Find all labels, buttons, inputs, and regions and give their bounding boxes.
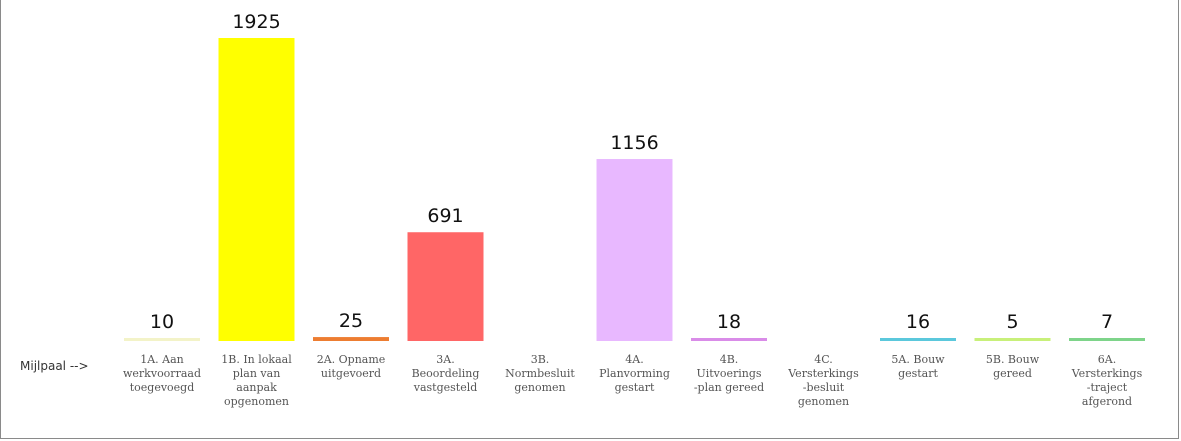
tick-label-line: -besluit [803, 381, 845, 394]
axis-prefix-label: Mijlpaal --> [20, 359, 89, 373]
tick-label-line: 1B. In lokaal [221, 353, 292, 366]
value-label-2: 25 [339, 310, 363, 332]
tick-label-9: 5B. Bouw gereed [986, 353, 1040, 380]
value-label-8: 16 [906, 311, 930, 333]
bar-9 [974, 338, 1051, 341]
tick-label-line: uitgevoerd [321, 367, 381, 380]
tick-label-line: afgerond [1082, 395, 1132, 408]
tick-label-10: 6A. Versterkings -traject afgerond [1071, 353, 1143, 408]
bar-0 [124, 338, 200, 341]
value-label-6: 18 [717, 311, 741, 333]
tick-label-7: 4C. Versterkings -besluit genomen [787, 353, 859, 408]
value-label-3: 691 [427, 205, 463, 227]
value-label-5: 1156 [610, 132, 658, 154]
tick-label-line: 2A. Opname [317, 353, 386, 366]
tick-label-4: 3B. Normbesluit genomen [505, 353, 575, 394]
tick-label-line: 1A. Aan [140, 353, 184, 366]
tick-label-0: 1A. Aan werkvoorraad toegevoegd [123, 353, 201, 394]
tick-label-line: gestart [615, 381, 655, 394]
tick-label-1: 1B. In lokaal plan van aanpak opgenomen [221, 353, 292, 408]
tick-label-line: opgenomen [224, 395, 289, 408]
tick-label-6: 4B. Uitvoerings -plan gereed [694, 353, 764, 394]
tick-label-line: Beoordeling [412, 367, 480, 380]
tick-label-line: 6A. [1098, 353, 1116, 366]
tick-label-line: aanpak [236, 381, 277, 394]
tick-label-line: plan van [233, 367, 281, 380]
tick-label-line: Versterkings [1071, 367, 1143, 380]
tick-label-line: genomen [514, 381, 565, 394]
value-label-0: 10 [150, 311, 174, 333]
tick-label-line: 4B. [720, 353, 739, 366]
value-label-1: 1925 [232, 11, 280, 33]
tick-label-8: 5A. Bouw gestart [891, 353, 945, 380]
tick-label-line: Normbesluit [505, 367, 575, 380]
tick-label-line: Planvorming [599, 367, 670, 380]
bar-8 [880, 338, 956, 341]
tick-label-line: 5A. Bouw [891, 353, 945, 366]
value-label-10: 7 [1101, 311, 1113, 333]
tick-label-line: -traject [1087, 381, 1128, 394]
tick-label-line: 3A. [436, 353, 454, 366]
tick-label-3: 3A. Beoordeling vastgesteld [412, 353, 480, 394]
bar-5 [596, 159, 673, 341]
tick-label-line: werkvoorraad [123, 367, 201, 380]
tick-label-line: 5B. Bouw [986, 353, 1040, 366]
bars-group [124, 38, 1145, 341]
tick-label-line: toegevoegd [130, 381, 195, 394]
tick-label-line: 3B. [531, 353, 550, 366]
bar-2 [313, 337, 389, 341]
tick-label-line: -plan gereed [694, 381, 764, 394]
value-label-9: 5 [1006, 311, 1018, 333]
bar-3 [407, 232, 484, 341]
tick-labels-group: 1A. Aan werkvoorraad toegevoegd 1B. In loka… [123, 353, 1143, 408]
tick-label-2: 2A. Opname uitgevoerd [317, 353, 386, 380]
bar-1 [218, 38, 295, 341]
tick-label-line: Uitvoerings [696, 367, 761, 380]
bar-6 [691, 338, 767, 341]
value-labels-group: 10 1925 25 691 1156 18 16 5 7 [150, 11, 1113, 333]
tick-label-line: Versterkings [787, 367, 859, 380]
tick-label-line: 4A. [625, 353, 643, 366]
tick-label-line: gereed [993, 367, 1032, 380]
tick-label-5: 4A. Planvorming gestart [599, 353, 670, 394]
tick-label-line: gestart [898, 367, 938, 380]
tick-label-line: vastgesteld [413, 381, 478, 394]
tick-label-line: 4C. [814, 353, 833, 366]
tick-label-line: genomen [798, 395, 849, 408]
bar-10 [1069, 338, 1145, 341]
